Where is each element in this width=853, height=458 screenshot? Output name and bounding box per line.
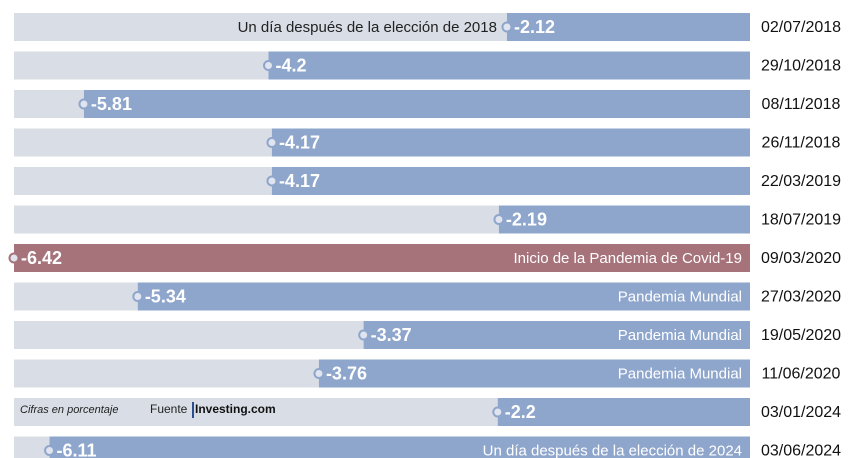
note: Cifras en porcentaje <box>20 404 118 416</box>
date-label: 03/01/2024 <box>761 404 841 421</box>
value-label: -5.34 <box>145 286 186 306</box>
bar <box>363 321 750 349</box>
value-label: -2.19 <box>506 209 547 229</box>
bar-marker <box>132 291 144 302</box>
annotation: Pandemia Mundial <box>618 288 742 305</box>
annotation: Un día después de la elección de 2018 <box>238 19 497 36</box>
date-label: 02/07/2018 <box>761 19 841 36</box>
bar-marker <box>78 98 90 110</box>
bar <box>83 90 751 118</box>
bar-marker <box>358 329 370 341</box>
value-label: -5.81 <box>91 94 132 114</box>
bar-marker <box>266 137 278 148</box>
value-label: -3.76 <box>326 363 367 383</box>
bar <box>506 13 750 41</box>
value-label: -2.12 <box>514 17 555 37</box>
bar-marker <box>44 445 56 456</box>
date-label: 29/10/2018 <box>761 58 841 75</box>
source: Investing.com <box>195 402 276 416</box>
bar <box>271 167 750 195</box>
bar-marker <box>493 214 505 225</box>
bar-marker <box>501 21 513 33</box>
annotation: Pandemia Mundial <box>618 365 742 382</box>
bar <box>137 282 750 311</box>
bar-marker <box>266 175 278 187</box>
value-label: -2.2 <box>505 402 536 422</box>
bar <box>271 128 750 157</box>
value-label: -4.2 <box>276 55 307 75</box>
bar <box>268 51 750 80</box>
date-label: 27/03/2020 <box>761 289 841 306</box>
annotation: Un día después de la elección de 2024 <box>483 442 742 458</box>
date-label: 18/07/2019 <box>761 212 841 229</box>
value-label: -6.11 <box>57 440 97 458</box>
bar-marker <box>8 252 20 264</box>
annotation: Inicio de la Pandemia de Covid-19 <box>514 250 742 267</box>
bar-marker <box>492 406 504 418</box>
bar <box>49 436 750 458</box>
bar <box>498 205 750 234</box>
bar <box>318 359 750 388</box>
value-label: -4.17 <box>279 132 320 152</box>
date-label: 03/06/2024 <box>761 443 841 458</box>
date-label: 26/11/2018 <box>762 135 841 152</box>
bar-marker <box>263 60 275 71</box>
annotation: Pandemia Mundial <box>618 327 742 344</box>
value-label: -4.17 <box>279 171 320 191</box>
bar <box>14 244 750 272</box>
date-label: 11/06/2020 <box>762 366 841 383</box>
date-label: 09/03/2020 <box>761 250 841 267</box>
date-label: 19/05/2020 <box>761 327 841 344</box>
date-label: 22/03/2019 <box>761 173 841 190</box>
source-label: Fuente <box>150 402 188 416</box>
value-label: -3.37 <box>371 325 412 345</box>
bar <box>497 398 750 426</box>
date-label: 08/11/2018 <box>762 96 841 113</box>
value-label: -6.42 <box>21 248 62 268</box>
bar-marker <box>313 368 325 379</box>
